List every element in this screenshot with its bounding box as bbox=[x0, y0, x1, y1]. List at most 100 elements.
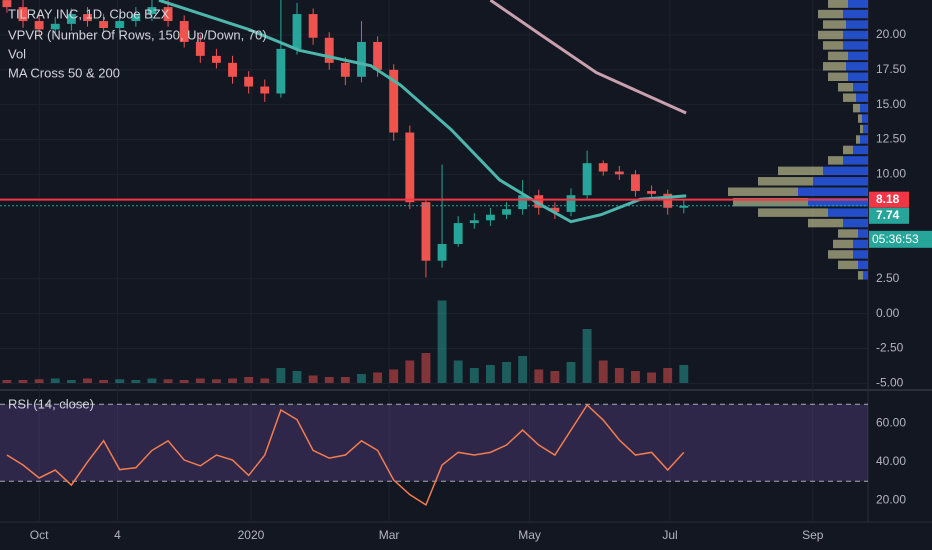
vpvr-up bbox=[862, 114, 868, 123]
volume-bar bbox=[647, 372, 657, 383]
candle-body bbox=[534, 195, 544, 208]
y-tick-label: 20.00 bbox=[876, 493, 906, 507]
candle-body bbox=[292, 14, 302, 49]
x-tick-label: Mar bbox=[379, 528, 400, 542]
candle-body bbox=[566, 195, 576, 212]
rsi-title: RSI (14, close) bbox=[8, 396, 94, 411]
vpvr-down bbox=[828, 51, 848, 61]
y-tick-label: -5.00 bbox=[876, 375, 904, 389]
vpvr-down bbox=[733, 197, 808, 207]
volume-bar bbox=[421, 353, 431, 383]
vpvr-up bbox=[848, 72, 868, 82]
vpvr-up bbox=[853, 250, 868, 259]
candle-body bbox=[66, 14, 76, 24]
volume-bar bbox=[518, 356, 528, 383]
vpvr-up bbox=[823, 166, 868, 176]
volume-bar bbox=[614, 368, 624, 383]
x-tick-label: Jul bbox=[662, 528, 677, 542]
volume-bar bbox=[357, 374, 366, 383]
candle-body bbox=[163, 7, 173, 22]
vpvr-down bbox=[758, 177, 813, 186]
vpvr-down bbox=[838, 83, 853, 92]
vpvr-down bbox=[778, 166, 823, 176]
volume-bar bbox=[389, 369, 399, 383]
indicator-label: Vol bbox=[8, 46, 26, 61]
volume-bar bbox=[485, 365, 495, 383]
volume-bar bbox=[550, 371, 560, 383]
volume-bar bbox=[18, 380, 28, 383]
y-tick-label: 12.50 bbox=[876, 132, 906, 146]
candle-body bbox=[405, 132, 415, 203]
candle-body bbox=[99, 21, 109, 29]
y-tick-label: 40.00 bbox=[876, 454, 906, 468]
vpvr-down bbox=[728, 187, 798, 196]
vpvr-down bbox=[858, 114, 862, 123]
vpvr-up bbox=[843, 218, 868, 228]
candle-body bbox=[437, 243, 447, 261]
rsi-line bbox=[6, 403, 685, 506]
candle-body bbox=[244, 76, 254, 87]
vpvr-down bbox=[856, 135, 860, 144]
vpvr-down bbox=[818, 30, 843, 40]
vpvr-down bbox=[843, 145, 853, 155]
vpvr-up bbox=[843, 9, 868, 19]
volume-bar bbox=[292, 371, 302, 383]
candle-body bbox=[373, 41, 383, 70]
candle-body bbox=[179, 21, 189, 42]
volume-bar bbox=[228, 378, 237, 383]
candle-body bbox=[582, 163, 592, 196]
volume-bar bbox=[598, 360, 608, 383]
vpvr-up bbox=[843, 156, 868, 165]
x-tick-label: May bbox=[518, 528, 541, 542]
y-tick-label: -2.50 bbox=[876, 341, 904, 355]
price-label: 7.74 bbox=[876, 208, 900, 222]
candle-body bbox=[276, 48, 286, 94]
volume-bar bbox=[115, 379, 125, 383]
price-label-box bbox=[869, 207, 909, 224]
vpvr-up bbox=[843, 41, 868, 50]
candle-body bbox=[663, 193, 673, 208]
candle-body bbox=[324, 37, 334, 63]
vpvr-up bbox=[853, 83, 868, 92]
indicator-label: VPVR (Number Of Rows, 150, Up/Down, 70) bbox=[8, 27, 267, 42]
x-tick-label: 4 bbox=[114, 528, 121, 542]
countdown-box bbox=[869, 230, 932, 248]
volume-bar bbox=[534, 369, 544, 383]
candle-body bbox=[2, 0, 12, 8]
candle-body bbox=[50, 23, 60, 30]
candle-body bbox=[647, 191, 657, 194]
vpvr-up bbox=[858, 229, 868, 238]
volume-bar bbox=[195, 378, 205, 383]
volume-bar bbox=[582, 329, 592, 383]
vpvr-down bbox=[758, 208, 828, 217]
volume-bar bbox=[2, 380, 12, 383]
volume-bar bbox=[147, 378, 157, 383]
vpvr-up bbox=[863, 271, 868, 280]
candle-body bbox=[469, 220, 479, 224]
candle-body bbox=[18, 7, 28, 22]
price-label: 8.18 bbox=[876, 192, 900, 206]
vpvr-down bbox=[828, 156, 843, 165]
price-label-box bbox=[869, 191, 909, 208]
y-tick-label: 10.00 bbox=[876, 166, 906, 180]
vpvr-down bbox=[853, 103, 860, 113]
candle-body bbox=[598, 163, 608, 172]
vpvr-up bbox=[858, 260, 868, 270]
candle-body bbox=[502, 209, 511, 215]
volume-bar bbox=[373, 372, 383, 383]
candle-body bbox=[195, 41, 205, 56]
candle-body bbox=[147, 7, 157, 15]
vpvr-down bbox=[838, 260, 858, 270]
vpvr-down bbox=[808, 218, 843, 228]
vpvr-up bbox=[856, 93, 868, 102]
vpvr-up bbox=[860, 103, 868, 113]
vpvr-down bbox=[838, 229, 858, 238]
chart-title: TILRAY INC, 1D, Cboe BZX bbox=[8, 6, 170, 21]
volume-bar bbox=[437, 300, 447, 383]
volume-bar bbox=[163, 379, 173, 383]
candle-body bbox=[453, 223, 463, 244]
vpvr-down bbox=[828, 0, 848, 8]
candle-body bbox=[340, 62, 350, 77]
volume-bar bbox=[340, 377, 350, 383]
volume-bar bbox=[308, 375, 318, 383]
